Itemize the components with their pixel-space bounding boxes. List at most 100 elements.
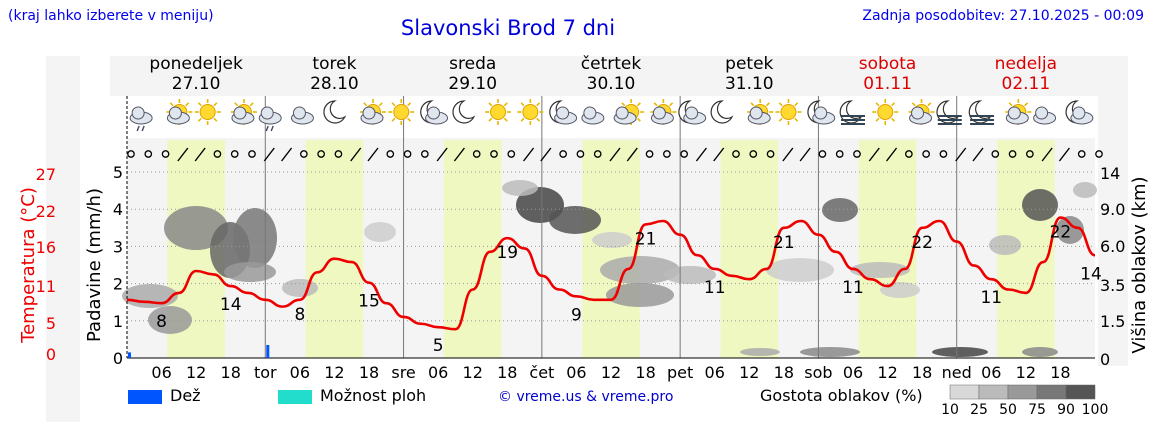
cloud-patch xyxy=(122,284,178,308)
wind-barb xyxy=(782,147,794,162)
left-axis-strip xyxy=(46,56,80,422)
wind-calm-marker xyxy=(213,150,222,158)
sun-cloud-icon xyxy=(650,99,677,125)
day-header-strip xyxy=(110,56,1128,96)
wind-barb xyxy=(194,147,206,162)
wind-barb xyxy=(367,147,379,162)
rain-drop xyxy=(141,125,145,132)
sun-ray xyxy=(911,102,916,107)
day-date: 01.11 xyxy=(863,74,912,94)
cloud-height-tick-label: 14 xyxy=(1100,164,1120,183)
last-update: Zadnja posodobitev: 27.10.2025 - 00:09 xyxy=(862,8,1144,24)
cloud-density-swatch xyxy=(1036,384,1067,400)
cloud-icon xyxy=(290,106,314,125)
cloud-density-swatch xyxy=(1007,384,1038,400)
sun-ray xyxy=(927,102,932,107)
sun-ray xyxy=(1008,102,1013,107)
wind-calm-marker xyxy=(403,150,412,158)
day-name: torek xyxy=(312,54,356,74)
day-date: 02.11 xyxy=(1002,74,1051,94)
sun-ray xyxy=(391,117,396,122)
day-name: ponedeljek xyxy=(149,54,243,74)
wind-barb xyxy=(609,147,621,162)
x-tick-label: sre xyxy=(391,363,415,382)
day-date: 28.10 xyxy=(310,74,359,94)
cloud-patch xyxy=(549,206,601,234)
cloud-puff xyxy=(168,106,182,120)
sun-disc xyxy=(199,104,216,120)
wind-barb xyxy=(695,147,707,162)
wind-barb xyxy=(713,147,725,162)
sun-ray xyxy=(249,102,254,107)
cloud-density-step-label: 25 xyxy=(970,402,988,418)
cloud-patch xyxy=(850,262,910,278)
icon-row-background xyxy=(127,96,1095,138)
day-date: 31.10 xyxy=(725,74,774,94)
cloud-puff xyxy=(615,106,629,120)
sun-disc xyxy=(393,104,410,120)
wind-calm-marker xyxy=(749,150,758,158)
sun-ray xyxy=(536,117,541,122)
sun-ray xyxy=(407,102,412,107)
sun-ray xyxy=(653,102,658,107)
wind-barb xyxy=(263,147,275,162)
cloud-patch xyxy=(502,180,538,196)
wind-calm-marker xyxy=(853,150,861,158)
day-date: 30.10 xyxy=(587,74,636,94)
wind-calm-marker xyxy=(663,150,671,158)
sun-ray xyxy=(363,102,368,107)
cloud-density-swatch xyxy=(978,384,1009,400)
wind-calm-marker xyxy=(905,150,913,158)
sun-ray xyxy=(794,102,799,107)
x-tick-label: 18 xyxy=(774,363,794,382)
credit-link[interactable]: © vreme.us & vreme.pro xyxy=(498,389,674,405)
sun-cloud-icon xyxy=(230,99,257,125)
wind-barb xyxy=(1058,147,1070,162)
location-hint[interactable]: (kraj lahko izberete v meniju) xyxy=(8,8,214,24)
wind-calm-marker xyxy=(421,150,429,158)
cloud-height-axis-title: Višina oblakov (km) xyxy=(1129,176,1150,353)
sun-ray xyxy=(488,102,493,107)
wind-calm-marker xyxy=(127,150,135,158)
wind-calm-marker xyxy=(317,150,325,158)
wind-calm-marker xyxy=(593,150,602,158)
daylight-band xyxy=(858,140,917,358)
sun-icon xyxy=(388,99,415,125)
x-tick-label: pet xyxy=(667,363,693,382)
cloud-puff xyxy=(556,106,570,120)
daylight-band xyxy=(443,140,502,358)
cloud-patch xyxy=(600,256,680,284)
moon-icon xyxy=(323,100,347,124)
sun-ray xyxy=(503,117,508,122)
cloud-density-swatch xyxy=(949,384,980,400)
x-tick-label: 06 xyxy=(151,363,171,382)
temperature-label: 21 xyxy=(773,233,795,253)
sun-disc xyxy=(877,104,894,120)
x-tick-label: 12 xyxy=(186,363,206,382)
cloud-rain-icon xyxy=(258,106,282,132)
moon-fog-icon xyxy=(968,100,995,125)
moon-cloud-icon xyxy=(549,100,578,125)
sun-ray xyxy=(520,102,525,107)
wind-barb xyxy=(453,147,465,162)
wind-calm-marker xyxy=(1008,150,1017,158)
x-tick-label: 18 xyxy=(497,363,517,382)
sun-ray xyxy=(778,117,783,122)
cloud-puff xyxy=(1072,106,1086,120)
cloud-patch xyxy=(1073,182,1097,198)
cloud-puff xyxy=(131,106,145,120)
sun-ray xyxy=(891,117,896,122)
cloud-patch xyxy=(606,283,674,307)
sun-cloud-icon xyxy=(908,99,935,125)
cloud-patch xyxy=(800,347,860,357)
precip-axis-title: Padavine (mm/h) xyxy=(84,188,105,342)
wind-barb xyxy=(436,147,448,162)
precip-tick-label: 0 xyxy=(113,349,123,368)
cloud-patch xyxy=(233,208,277,268)
cloud-puff xyxy=(814,106,828,120)
sun-ray xyxy=(407,117,412,122)
rain-drop xyxy=(136,125,140,132)
sun-icon xyxy=(517,99,544,125)
moon-fog-icon xyxy=(936,100,962,125)
